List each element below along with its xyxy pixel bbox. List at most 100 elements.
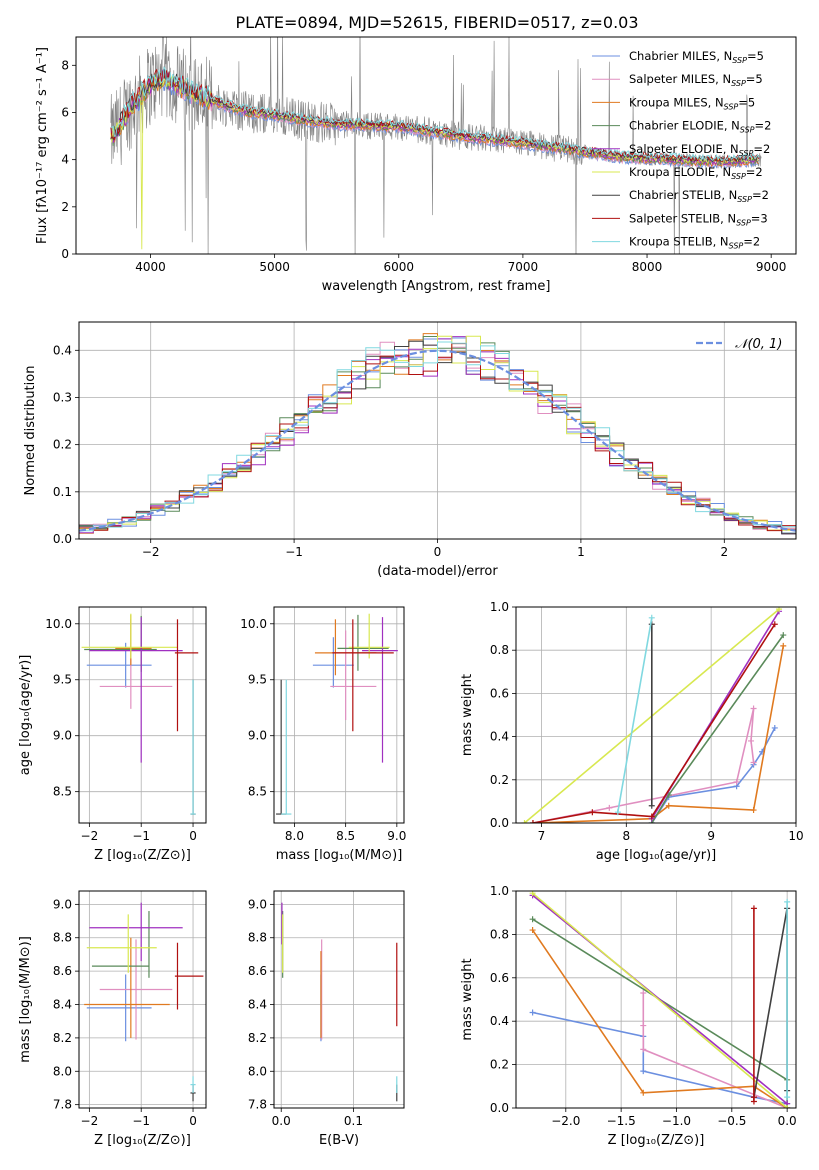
- legend-nssp: =2: [743, 235, 760, 249]
- mass-weight-marker: [748, 737, 755, 744]
- legend-nssp: =3: [751, 211, 768, 225]
- y-axis-label: age [log₁₀(age/yr)]: [18, 655, 33, 776]
- x-tick-label: −0.5: [717, 1114, 746, 1128]
- y-tick-label: 0.6: [490, 971, 509, 985]
- axes-frame: [75, 36, 797, 255]
- mass-weight-line: [532, 623, 776, 823]
- x-tick-label: −1: [132, 829, 150, 843]
- mass-weight-vs-Z-plot: [529, 891, 791, 1108]
- x-tick-label: −1: [285, 545, 303, 559]
- y-tick-label: 1.0: [490, 600, 509, 614]
- mass-weight-marker: [529, 927, 536, 934]
- legend-nssp: =2: [753, 142, 770, 156]
- x-tick-label: −2: [81, 829, 99, 843]
- legend-sub: SSP: [732, 56, 747, 65]
- mass-weight-marker: [750, 807, 757, 814]
- y-tick-label: 10.0: [45, 617, 72, 631]
- y-tick-label: 6: [61, 105, 69, 119]
- mass-weight-marker: [521, 820, 528, 823]
- x-tick-label: 0: [189, 829, 197, 843]
- mass-weight-line: [532, 892, 788, 1108]
- x-axis-label: Z [log₁₀(Z/Z⊙)]: [608, 1133, 705, 1148]
- mass-weight-vs-age-plot: [521, 607, 787, 823]
- legend-entry: Kroupa MILES, NSSP=5: [629, 95, 755, 111]
- y-axis-label: Normed distribution: [23, 366, 38, 496]
- y-tick-label: 0.3: [53, 390, 72, 404]
- y-tick-label: 0.2: [490, 773, 509, 787]
- y-tick-label: 8.8: [53, 931, 72, 945]
- y-tick-label: 0.4: [490, 730, 509, 744]
- age-vs-mass-panel: 8.0 8.5 9.0 8.5 9.0 9.5 10.0 mass [log₁₀(M/M⊙)]: [240, 606, 406, 863]
- y-tick-label: 8.6: [248, 964, 267, 978]
- x-tick-label: 9000: [756, 260, 787, 274]
- histogram-series: [79, 341, 796, 532]
- mass-weight-line: [532, 1011, 788, 1108]
- mass-weight-vs-age-panel: 7 8 9 10 0.0 0.2 0.4 0.6 0.8 1.0 age [log₁₀(age/yr…: [460, 600, 804, 863]
- y-tick-label: 9.0: [248, 729, 267, 743]
- legend-name: Kroupa ELODIE, N: [629, 165, 731, 179]
- y-tick-label: 0.0: [53, 532, 72, 546]
- y-tick-label: 8.0: [248, 1064, 267, 1078]
- x-tick-label: −2: [142, 545, 160, 559]
- x-tick-label: 9: [707, 829, 715, 843]
- mass-weight-marker: [750, 1098, 757, 1105]
- mass-weight-marker: [780, 642, 787, 649]
- y-tick-label: 0.4: [53, 343, 72, 357]
- legend-nssp: =2: [746, 165, 763, 179]
- legend-entry: 𝒩(0, 1): [735, 337, 782, 352]
- x-axis-label: age [log₁₀(age/yr)]: [596, 848, 717, 863]
- x-tick-label: 7000: [508, 260, 539, 274]
- y-tick-label: 9.0: [53, 897, 72, 911]
- y-tick-label: 2: [61, 200, 69, 214]
- y-tick-label: 10.0: [240, 617, 267, 631]
- y-axis-label: mass weight: [460, 958, 475, 1040]
- mass-weight-marker: [529, 820, 536, 823]
- legend-nssp: =5: [747, 49, 764, 63]
- mass-weight-line: [532, 645, 785, 823]
- spectrum-plot: [110, 37, 762, 254]
- x-tick-label: 8000: [632, 260, 663, 274]
- histogram-series: [79, 343, 796, 532]
- plot-layer: 4000 5000 6000 7000 8000 900002468wavelength …: [18, 36, 804, 1148]
- mass-weight-marker: [648, 614, 655, 621]
- y-tick-label: 9.0: [53, 729, 72, 743]
- legend-name: Kroupa MILES, N: [629, 95, 724, 109]
- mass-weight-marker: [640, 1046, 647, 1053]
- legend-name: Salpeter MILES, N: [629, 72, 731, 86]
- x-tick-label: −2: [81, 1114, 99, 1128]
- spectrum-panel: 4000 5000 6000 7000 8000 9000 0 2 4 6 8 wavelength …: [35, 36, 797, 294]
- age-vs-Z-plot: [81, 613, 199, 815]
- age-vs-Z-panel: −2 −1 0 8.5 9.0 9.5 10.0 Z [log₁₀(Z/Z⊙)] age [lo…: [18, 606, 207, 863]
- x-axis-label: mass [log₁₀(M/M⊙)]: [276, 848, 403, 863]
- x-tick-label: −2.0: [551, 1114, 580, 1128]
- legend-sub: SSP: [739, 149, 754, 158]
- legend-nssp: =2: [752, 188, 769, 202]
- x-tick-label: 6000: [383, 260, 414, 274]
- mass-weight-marker: [750, 759, 757, 766]
- mass-weight-line: [532, 918, 788, 1108]
- legend-name: Salpeter STELIB, N: [629, 211, 736, 225]
- mass-weight-marker: [750, 905, 757, 912]
- mass-weight-marker: [589, 809, 596, 816]
- legend-nssp: =2: [755, 119, 772, 133]
- legend-sub: SSP: [736, 218, 751, 227]
- y-tick-label: 8: [61, 58, 69, 72]
- mass-vs-ebv-plot: [281, 902, 398, 1102]
- axes-frame: [515, 890, 797, 1109]
- mass-weight-marker: [784, 1094, 791, 1101]
- legend-nssp: =5: [738, 95, 755, 109]
- legend-sub: SSP: [731, 79, 746, 88]
- y-tick-label: 9.5: [248, 673, 267, 687]
- axes-frame: [78, 321, 797, 540]
- mass-weight-line: [532, 708, 755, 823]
- mass-weight-marker: [784, 898, 791, 905]
- x-tick-label: 0: [434, 545, 442, 559]
- y-tick-label: 0.0: [490, 816, 509, 830]
- normal-reference-curve: [79, 349, 796, 532]
- legend-entry: Chabrier STELIB, NSSP=2: [629, 188, 769, 204]
- y-tick-label: 8.4: [248, 998, 267, 1012]
- y-tick-label: 0.0: [490, 1101, 509, 1115]
- mass-vs-Z-panel: −2 −1 0 7.8 8.0 8.2 8.4 8.6 8.8 9.0 Z [log₁₀(Z/Z⊙)…: [18, 890, 207, 1148]
- legend-entry: Salpeter MILES, NSSP=5: [629, 72, 763, 88]
